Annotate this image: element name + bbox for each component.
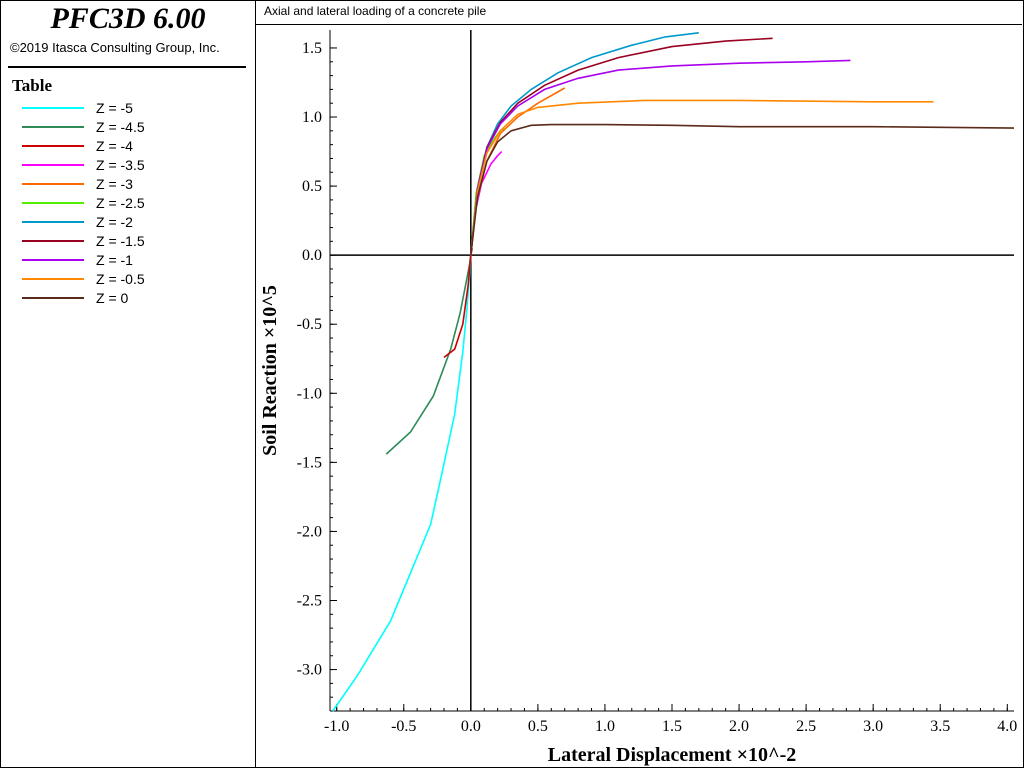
series-line (470, 123, 1015, 256)
legend-swatch (22, 163, 84, 166)
y-tick-label: 0.5 (302, 178, 322, 195)
series-line (470, 99, 934, 256)
legend-title: Table (12, 76, 53, 95)
legend-item: Z = -4.5 (22, 117, 145, 136)
chart-area: Lateral Displacement ×10^-2 Soil Reactio… (259, 30, 1017, 766)
legend-swatch (22, 182, 84, 185)
legend-item: Z = -2.5 (22, 193, 145, 212)
y-tick-label: -0.5 (297, 316, 322, 333)
x-tick-label: 2.0 (729, 718, 749, 735)
y-tick-label: -1.5 (297, 454, 322, 471)
legend-swatch (22, 106, 84, 109)
series-line (332, 255, 472, 712)
legend-label: Z = -2.5 (96, 194, 145, 211)
legend-swatch (22, 144, 84, 147)
legend-item: Z = -2 (22, 212, 145, 231)
legend-item: Z = -0.5 (22, 269, 145, 288)
y-tick-label: -2.5 (297, 592, 322, 609)
app-title: PFC3D 6.00 (50, 2, 206, 35)
x-tick-label: 4.0 (997, 718, 1017, 735)
legend-label: Z = -0.5 (96, 270, 145, 287)
series-line (385, 255, 472, 455)
y-tick-label: -1.0 (297, 385, 322, 402)
plot-title: Axial and lateral loading of a concrete … (264, 4, 487, 18)
legend-label: Z = -3 (96, 175, 133, 192)
plot-title-bar: Axial and lateral loading of a concrete … (256, 0, 1022, 25)
legend-label: Z = 0 (96, 289, 129, 306)
x-tick-label: 3.5 (930, 718, 950, 735)
legend-swatch (22, 296, 84, 299)
y-tick-label: 0.0 (302, 247, 322, 264)
legend-item: Z = -3.5 (22, 155, 145, 174)
x-tick-label: 1.0 (595, 718, 615, 735)
legend-label: Z = -1 (96, 251, 133, 268)
legend-label: Z = -3.5 (96, 156, 145, 173)
legend-label: Z = -5 (96, 99, 133, 116)
series-line (470, 59, 851, 256)
x-tick-label: -0.5 (391, 718, 416, 735)
x-tick-label: 0.0 (461, 718, 481, 735)
legend-label: Z = -1.5 (96, 232, 145, 249)
x-tick-label: 2.5 (796, 718, 816, 735)
legend-swatch (22, 239, 84, 242)
x-tick-label: 1.5 (662, 718, 682, 735)
legend-item: Z = 0 (22, 288, 145, 307)
legend-swatch (22, 201, 84, 204)
legend-item: Z = -3 (22, 174, 145, 193)
y-tick-label: 1.0 (302, 109, 322, 126)
legend-panel: PFC3D 6.00 ©2019 Itasca Consulting Group… (0, 0, 256, 768)
legend-item: Z = -5 (22, 98, 145, 117)
legend-swatch (22, 125, 84, 128)
legend-label: Z = -4 (96, 137, 133, 154)
y-tick-label: -3.0 (297, 662, 322, 679)
x-tick-label: 0.5 (528, 718, 548, 735)
legend-divider (8, 66, 246, 68)
legend-swatch (22, 220, 84, 223)
legend-item: Z = -4 (22, 136, 145, 155)
legend-item: Z = -1 (22, 250, 145, 269)
y-tick-label: 1.5 (302, 40, 322, 57)
legend-label: Z = -4.5 (96, 118, 145, 135)
x-tick-label: -1.0 (324, 718, 349, 735)
legend-label: Z = -2 (96, 213, 133, 230)
legend-list: Z = -5 Z = -4.5 Z = -4 Z = -3.5 Z = -3 Z = -2… (22, 98, 145, 307)
series-line (470, 37, 773, 256)
x-tick-label: 3.0 (863, 718, 883, 735)
legend-swatch (22, 277, 84, 280)
copyright-text: ©2019 Itasca Consulting Group, Inc. (10, 40, 220, 55)
legend-swatch (22, 258, 84, 261)
y-tick-label: -2.0 (297, 523, 322, 540)
x-axis-label: Lateral Displacement ×10^-2 (548, 744, 797, 766)
legend-item: Z = -1.5 (22, 231, 145, 250)
y-axis-label: Soil Reaction ×10^5 (259, 285, 281, 456)
